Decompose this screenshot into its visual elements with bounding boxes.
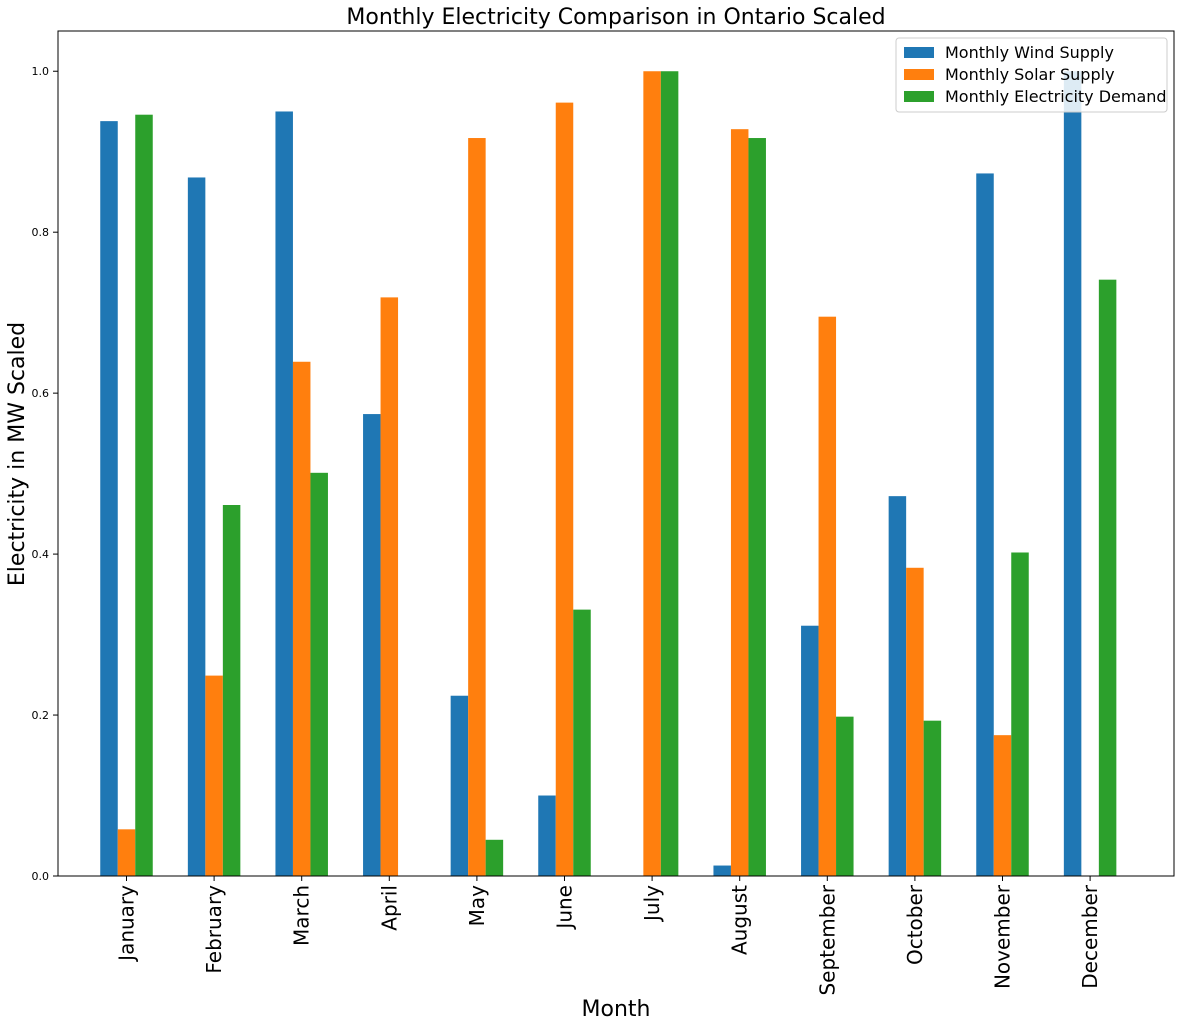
bar-january-series-1 <box>117 829 136 876</box>
bar-september-series-1 <box>818 316 837 876</box>
y-tick-label: 0.8 <box>32 226 50 239</box>
x-tick-label: February <box>202 885 226 974</box>
legend-swatch <box>904 47 934 58</box>
legend-label: Monthly Electricity Demand <box>945 87 1167 106</box>
y-tick-label: 0.0 <box>32 870 50 883</box>
bar-february-series-1 <box>205 675 223 876</box>
bar-december-series-2 <box>1098 279 1117 876</box>
bar-march-series-1 <box>292 361 311 876</box>
y-tick-label: 0.2 <box>32 709 50 722</box>
y-tick-label: 0.4 <box>32 548 50 561</box>
x-tick-label: June <box>553 885 577 931</box>
bar-june-series-1 <box>555 102 574 877</box>
bar-october-series-0 <box>888 496 907 876</box>
y-tick-label: 0.6 <box>32 387 50 400</box>
chart-title: Monthly Electricity Comparison in Ontari… <box>346 5 885 30</box>
bar-july-series-2 <box>660 71 679 877</box>
bar-october-series-1 <box>906 567 924 876</box>
bar-august-series-0 <box>713 865 731 876</box>
x-tick-label: July <box>640 885 664 923</box>
x-tick-label: August <box>728 885 752 955</box>
bar-november-series-2 <box>1011 552 1029 876</box>
x-tick-label: January <box>115 885 139 963</box>
bar-may-series-2 <box>485 839 504 876</box>
bar-august-series-2 <box>748 138 766 876</box>
bar-june-series-0 <box>538 795 556 876</box>
legend-box <box>895 37 1168 113</box>
legend: Monthly Wind Supply Monthly Solar Supply M… <box>895 37 1168 113</box>
bar-september-series-2 <box>836 716 854 876</box>
bar-november-series-0 <box>976 173 994 876</box>
y-tick-label: 1.0 <box>32 65 50 78</box>
bar-february-series-0 <box>187 177 206 877</box>
bar-june-series-2 <box>573 609 591 876</box>
bar-may-series-0 <box>450 695 469 876</box>
bar-january-series-2 <box>135 114 153 876</box>
legend-label: Monthly Wind Supply <box>945 43 1114 62</box>
bar-july-series-1 <box>643 71 661 877</box>
x-tick-label: October <box>903 884 927 965</box>
legend-swatch <box>904 91 934 102</box>
bar-may-series-1 <box>468 138 486 876</box>
bar-april-series-1 <box>380 297 399 876</box>
bar-march-series-0 <box>275 111 293 877</box>
bar-september-series-0 <box>801 625 819 876</box>
x-axis-ticks: January February March April May June July Augu… <box>115 876 1102 996</box>
bars-group <box>100 71 1117 877</box>
bar-october-series-2 <box>923 720 942 876</box>
plot-frame <box>57 30 1175 877</box>
bar-february-series-2 <box>222 505 241 876</box>
x-tick-label: April <box>377 885 401 931</box>
bar-january-series-0 <box>100 121 118 876</box>
bar-april-series-0 <box>363 414 381 876</box>
x-tick-label: May <box>465 885 489 927</box>
x-axis-label: Month <box>582 997 651 1022</box>
legend-label: Monthly Solar Supply <box>945 65 1115 84</box>
x-tick-label: March <box>290 885 314 946</box>
y-axis-label: Electricity in MW Scaled <box>5 322 30 586</box>
x-tick-label: September <box>815 884 839 995</box>
bar-november-series-1 <box>993 735 1012 876</box>
legend-swatch <box>904 69 934 80</box>
x-tick-label: December <box>1078 884 1102 988</box>
bar-march-series-2 <box>310 472 328 876</box>
x-tick-label: November <box>991 884 1015 989</box>
bar-december-series-0 <box>1063 71 1082 877</box>
y-axis-ticks: 0.0 0.2 0.4 0.6 0.8 1.0 <box>32 65 58 883</box>
bar-august-series-1 <box>730 129 749 876</box>
